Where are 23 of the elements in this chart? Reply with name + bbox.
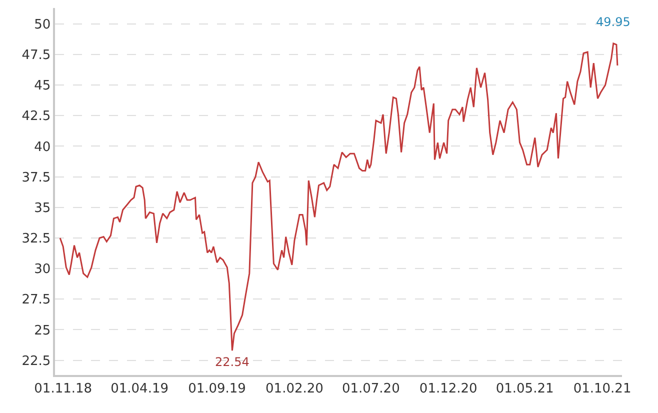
y-tick-label: 25 [34, 323, 51, 338]
y-tick-label: 47.5 [22, 48, 51, 64]
y-tick-label: 35 [34, 200, 51, 216]
x-tick-label: 01.12.20 [419, 381, 478, 396]
x-tick-label: 01.07.20 [342, 381, 400, 396]
y-tick-label: 27.5 [22, 292, 51, 308]
y-tick-label: 40 [34, 140, 51, 155]
y-tick-label: 32.5 [22, 232, 51, 247]
y-tick-label: 30 [34, 262, 51, 278]
y-tick-label: 22.5 [22, 354, 51, 369]
x-tick-label: 01.05.21 [496, 381, 554, 396]
x-tick-label: 01.04.19 [110, 381, 168, 396]
y-tick-label: 50 [34, 17, 51, 32]
x-tick-label: 01.10.21 [573, 381, 632, 396]
annotation: 22.54 [215, 355, 250, 369]
x-tick-label: 01.11.18 [34, 381, 92, 396]
y-tick-label: 42.5 [22, 109, 51, 124]
x-tick-label: 01.09.19 [188, 381, 246, 396]
y-tick-label: 45 [34, 78, 51, 94]
annotation: 49.95 [596, 15, 630, 29]
y-tick-label: 37.5 [22, 170, 51, 186]
x-tick-label: 01.02.20 [266, 381, 324, 396]
line-series [59, 42, 618, 352]
